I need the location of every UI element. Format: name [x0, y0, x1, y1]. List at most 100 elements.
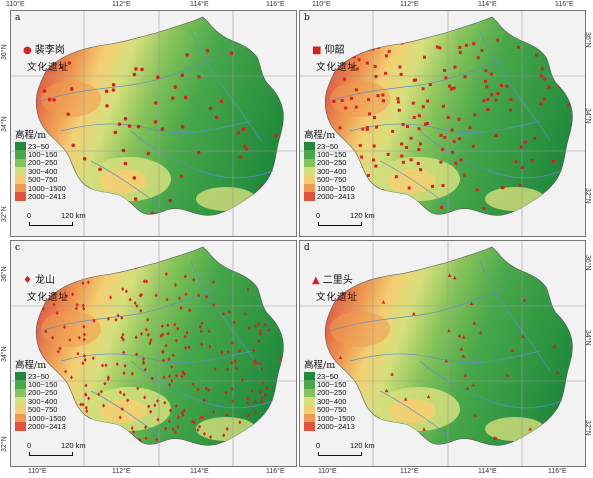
legend-label: 1000~1500: [317, 413, 355, 423]
site-marker: [500, 186, 504, 190]
legend-title: 高程/m: [15, 130, 47, 141]
elevation-legend: 高程/m 23~50 100~150 200~250 300~400 500~750 100…: [15, 357, 66, 431]
panel-letter: c: [15, 243, 21, 253]
site-marker: [483, 79, 487, 83]
site-marker: [257, 339, 261, 344]
site-marker: [136, 124, 141, 129]
site-marker: [136, 386, 140, 391]
site-marker: [123, 363, 127, 368]
panel-letter: a: [15, 13, 21, 23]
site-marker: [84, 405, 88, 410]
site-marker: [384, 388, 389, 393]
site-marker: [132, 176, 137, 180]
legend-swatch: [15, 388, 26, 398]
river: [329, 58, 506, 102]
site-marker: [354, 88, 358, 92]
site-marker: [71, 292, 75, 297]
site-marker: [99, 389, 103, 394]
site-marker: [105, 104, 109, 108]
site-marker: [231, 399, 235, 404]
legend-item: 23~50: [15, 372, 66, 381]
site-marker: [338, 355, 343, 359]
site-marker: [332, 99, 336, 103]
site-marker: [106, 377, 110, 382]
site-marker: [170, 378, 174, 383]
site-marker: [180, 125, 185, 129]
site-marker: [469, 301, 474, 305]
site-marker: [419, 168, 423, 172]
site-marker: [180, 374, 184, 379]
site-marker: [534, 265, 539, 270]
site-marker: [123, 116, 128, 121]
site-marker: [92, 318, 96, 323]
culture-suffix: 文化遗址: [27, 62, 70, 73]
site-marker: [551, 160, 555, 164]
site-marker: [439, 133, 443, 137]
site-marker: [400, 154, 404, 158]
site-marker: [227, 309, 231, 314]
site-marker: [362, 201, 366, 205]
scale-distance: 120 km: [61, 211, 86, 220]
river: [419, 360, 563, 409]
scale-zero: 0: [316, 441, 321, 450]
legend-item: 200~250: [15, 388, 66, 398]
site-marker: [156, 398, 160, 403]
site-marker: [450, 128, 454, 132]
legend-item: 200~250: [15, 158, 66, 167]
site-marker: [457, 117, 461, 121]
culture-suffix: 文化遗址: [27, 292, 70, 303]
site-marker: [147, 404, 151, 409]
scale-distance: 120 km: [61, 441, 86, 450]
site-marker: [253, 361, 257, 366]
river: [379, 390, 451, 438]
site-marker: [179, 305, 183, 310]
site-marker: [111, 88, 116, 92]
site-marker: [162, 375, 166, 380]
site-marker: [340, 98, 344, 102]
lon-label: 112°E: [400, 468, 419, 475]
site-marker: [244, 147, 249, 151]
site-marker: [261, 380, 265, 385]
site-marker: [565, 169, 569, 173]
elevation-legend: 高程/m 23~50 100~150 200~250 300~400 500~750 100…: [15, 127, 66, 201]
site-marker: [127, 124, 132, 128]
site-marker: [113, 130, 118, 135]
legend-label: 1000~1500: [28, 183, 66, 193]
lon-label: 114°E: [190, 1, 209, 8]
site-marker: [444, 76, 448, 80]
site-marker: [253, 399, 257, 404]
legend-swatch: [304, 167, 315, 176]
site-marker: [81, 402, 85, 407]
site-marker: [220, 350, 224, 355]
site-marker: [520, 165, 524, 169]
site-marker: [200, 321, 204, 326]
site-marker: [247, 434, 251, 439]
site-marker: [258, 331, 262, 336]
site-marker: [156, 417, 160, 422]
site-marker: [52, 302, 56, 307]
scale-bar-line: [318, 222, 362, 226]
site-marker: [67, 394, 71, 399]
site-marker: [118, 390, 122, 395]
site-marker: [116, 313, 120, 318]
scale-zero: 0: [316, 211, 321, 220]
site-marker: [140, 293, 144, 298]
legend-item: 300~400: [15, 397, 66, 406]
site-marker: [267, 328, 271, 333]
lon-label: 112°E: [112, 468, 131, 475]
site-marker: [80, 435, 84, 440]
site-marker: [352, 55, 356, 59]
site-marker: [183, 95, 188, 100]
site-marker: [150, 376, 154, 381]
river: [40, 288, 217, 332]
site-symbol-icon: ▲: [312, 275, 320, 286]
site-marker: [473, 113, 477, 117]
legend-label: 100~150: [28, 150, 58, 160]
site-marker: [354, 105, 358, 109]
site-marker: [156, 75, 160, 80]
site-marker: [120, 407, 124, 412]
site-marker: [464, 43, 468, 47]
site-marker: [69, 375, 73, 380]
site-marker: [417, 114, 421, 118]
lat-label: 36°N: [1, 266, 8, 282]
